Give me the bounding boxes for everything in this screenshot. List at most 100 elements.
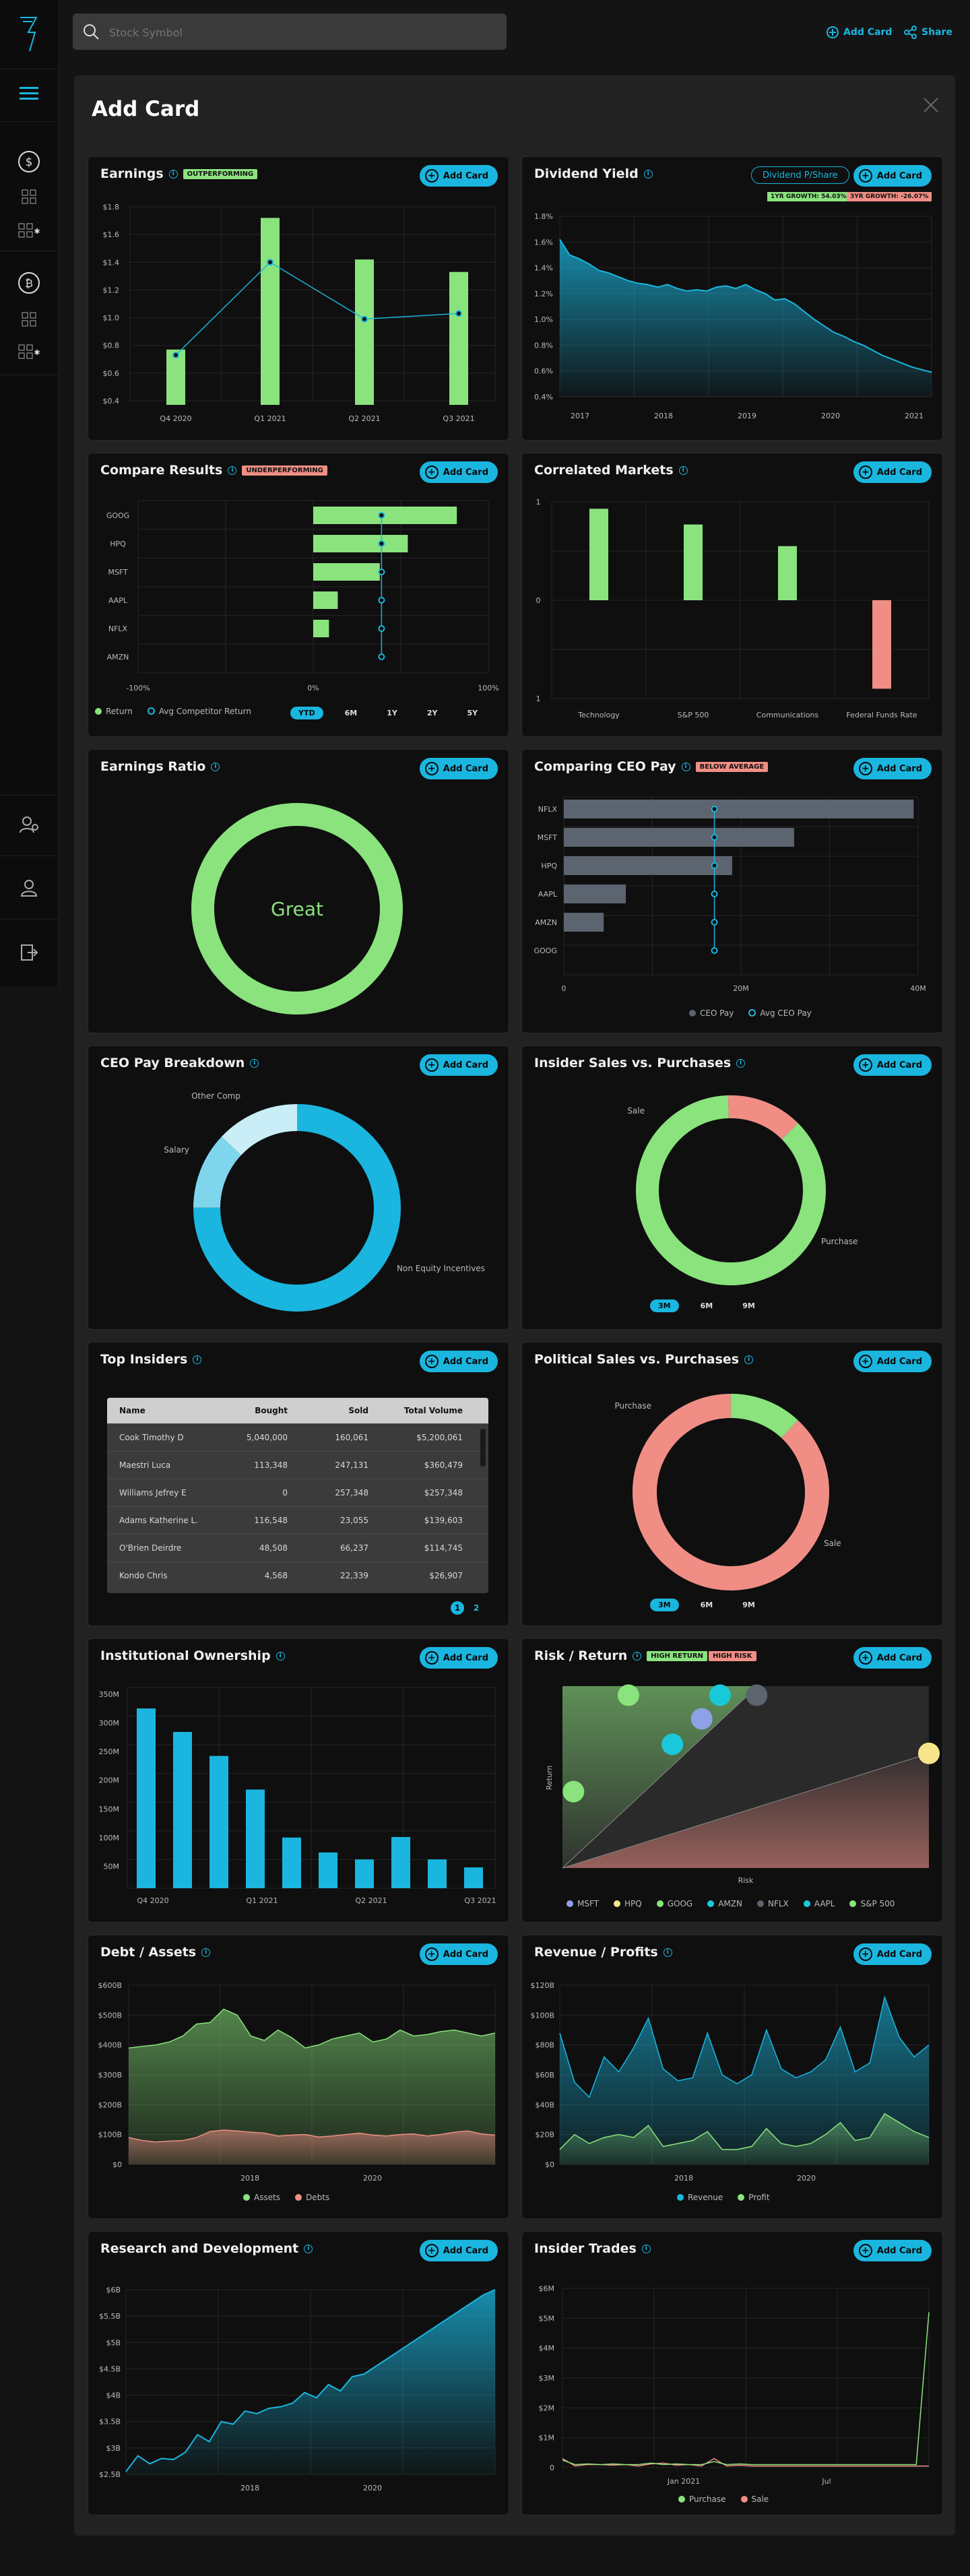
- add-card-button[interactable]: + Add Card: [419, 1054, 498, 1076]
- bar[interactable]: [261, 218, 280, 405]
- bar[interactable]: [313, 563, 380, 581]
- info-icon[interactable]: i: [168, 169, 178, 179]
- add-card-button[interactable]: + Add Card: [853, 1054, 932, 1076]
- scatter-point[interactable]: [746, 1684, 768, 1706]
- info-icon[interactable]: i: [681, 762, 690, 771]
- add-card-button[interactable]: + Add Card: [419, 1351, 498, 1372]
- donut-slice[interactable]: [613, 1072, 849, 1309]
- add-card-button[interactable]: + Add Card: [853, 2240, 932, 2261]
- app-logo[interactable]: [15, 12, 44, 55]
- tab-3m[interactable]: 3M: [650, 1599, 679, 1611]
- bar[interactable]: [209, 1756, 228, 1888]
- avg-point[interactable]: [378, 512, 385, 519]
- tab-ytd[interactable]: YTD: [290, 707, 323, 719]
- grid-icon[interactable]: [14, 182, 44, 212]
- column-header[interactable]: Total Volume: [403, 1406, 463, 1415]
- tab-9m[interactable]: 9M: [742, 1301, 755, 1310]
- info-icon[interactable]: i: [678, 465, 688, 475]
- bar[interactable]: [428, 1859, 447, 1888]
- table-row[interactable]: O'Brien Deirdre 48,508 66,237 $114,745: [107, 1534, 488, 1561]
- bar[interactable]: [313, 591, 338, 609]
- scatter-point[interactable]: [562, 1780, 585, 1803]
- add-card-button[interactable]: + Add Card: [853, 165, 932, 187]
- grid-add-icon[interactable]: ✱: [14, 337, 44, 366]
- grid-add-icon[interactable]: ✱: [14, 216, 44, 245]
- dollar-icon[interactable]: $: [14, 147, 44, 176]
- add-card-button[interactable]: + Add Card: [419, 2240, 498, 2261]
- scatter-point[interactable]: [918, 1742, 940, 1764]
- info-icon[interactable]: i: [201, 1947, 211, 1957]
- bar[interactable]: [137, 1708, 156, 1888]
- info-icon[interactable]: i: [641, 2244, 651, 2253]
- dividend-toggle-button[interactable]: Dividend P/Share: [751, 166, 849, 184]
- info-icon[interactable]: i: [663, 1947, 672, 1957]
- table-row[interactable]: Adams Katherine L. 116,548 23,055 $139,603: [107, 1506, 488, 1534]
- column-header[interactable]: Bought: [255, 1406, 288, 1415]
- bar[interactable]: [872, 600, 891, 689]
- avg-point[interactable]: [711, 947, 718, 954]
- info-icon[interactable]: i: [228, 465, 237, 475]
- trend-point[interactable]: [267, 259, 273, 266]
- info-icon[interactable]: i: [276, 1651, 285, 1661]
- bar[interactable]: [778, 546, 797, 600]
- tab-2y[interactable]: 2Y: [426, 709, 438, 717]
- bar[interactable]: [173, 1731, 192, 1888]
- close-icon[interactable]: [922, 96, 940, 115]
- tab-3m[interactable]: 3M: [650, 1299, 679, 1312]
- search-box[interactable]: [73, 13, 507, 51]
- bar[interactable]: [564, 884, 626, 903]
- info-icon[interactable]: i: [250, 1058, 259, 1068]
- info-icon[interactable]: i: [633, 1651, 642, 1661]
- tab-9m[interactable]: 9M: [742, 1601, 755, 1609]
- info-icon[interactable]: i: [643, 169, 653, 179]
- bar[interactable]: [313, 507, 457, 524]
- page-1[interactable]: 1: [451, 1601, 464, 1615]
- avg-point[interactable]: [711, 834, 718, 841]
- table-row[interactable]: Kondo Chris 4,568 22,339 $26,907: [107, 1561, 488, 1589]
- add-card-button[interactable]: + Add Card: [419, 758, 498, 779]
- bar[interactable]: [564, 913, 604, 932]
- tab-1y[interactable]: 1Y: [387, 709, 397, 717]
- table-row[interactable]: Cook Timothy D 5,040,000 160,061 $5,200,061: [107, 1423, 488, 1451]
- user-icon[interactable]: [14, 873, 44, 903]
- bar[interactable]: [355, 1859, 374, 1888]
- scatter-point[interactable]: [690, 1708, 713, 1730]
- menu-icon[interactable]: [14, 78, 44, 108]
- bar[interactable]: [166, 349, 185, 405]
- column-header[interactable]: Name: [119, 1406, 146, 1415]
- info-icon[interactable]: i: [304, 2244, 313, 2253]
- bar[interactable]: [319, 1852, 337, 1888]
- bar[interactable]: [313, 535, 408, 552]
- bitcoin-icon[interactable]: ₿: [14, 268, 44, 298]
- donut-slice[interactable]: [609, 1370, 853, 1614]
- avg-point[interactable]: [711, 891, 718, 897]
- trend-point[interactable]: [361, 315, 368, 323]
- scatter-point[interactable]: [661, 1733, 684, 1756]
- scatter-point[interactable]: [617, 1684, 639, 1706]
- table-row[interactable]: Maestri Luca 113,348 247,131 $360,479: [107, 1451, 488, 1479]
- add-card-button[interactable]: + Add Card: [853, 1647, 932, 1669]
- info-icon[interactable]: i: [744, 1355, 754, 1364]
- avg-point[interactable]: [711, 806, 718, 812]
- avg-point[interactable]: [711, 862, 718, 869]
- avg-point[interactable]: [378, 625, 385, 632]
- bar[interactable]: [282, 1837, 301, 1888]
- bar[interactable]: [564, 800, 914, 818]
- bar[interactable]: [355, 259, 374, 405]
- add-card-button[interactable]: + Add Card: [419, 1647, 498, 1669]
- tab-6m[interactable]: 6M: [700, 1301, 713, 1310]
- page-2[interactable]: 2: [473, 1603, 480, 1613]
- bar[interactable]: [246, 1789, 265, 1888]
- bar[interactable]: [564, 856, 732, 875]
- add-card-button[interactable]: + Add Card: [853, 1351, 932, 1372]
- add-card-button[interactable]: + Add Card: [853, 1943, 932, 1965]
- tab-5y[interactable]: 5Y: [467, 709, 478, 717]
- info-icon[interactable]: i: [211, 762, 220, 771]
- avg-point[interactable]: [378, 540, 385, 547]
- scatter-point[interactable]: [709, 1684, 731, 1706]
- logout-icon[interactable]: [14, 938, 44, 967]
- add-card-button[interactable]: + Add Card: [419, 165, 498, 187]
- donut-slice[interactable]: [193, 1104, 401, 1312]
- table-row[interactable]: Williams Jefrey E 0 257,348 $257,348: [107, 1479, 488, 1506]
- avg-point[interactable]: [378, 569, 385, 575]
